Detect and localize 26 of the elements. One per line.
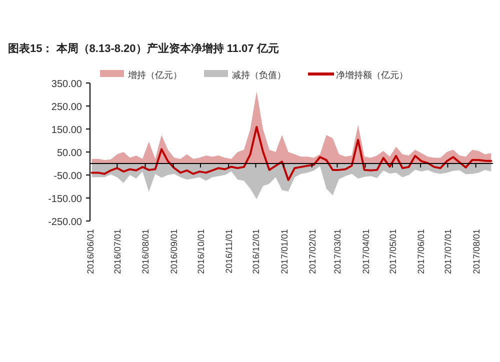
y-tick-label: -250.00 [48,217,82,228]
x-tick-label: 2016/11/01 [224,229,234,274]
x-tick-label: 2016/12/01 [251,229,262,274]
x-tick-label: 2017/01/01 [279,229,290,274]
x-tick-label: 2016/10/01 [196,229,206,274]
x-tick-label: 2016/08/01 [140,229,151,274]
y-tick-label: 150.00 [51,125,82,136]
y-tick-label: -50.00 [54,171,82,182]
x-tick-label: 2017/02/01 [307,229,318,274]
x-tick-label: 2017/04/01 [360,229,371,274]
chart-title: 图表15： 本周（8.13-8.20）产业资本净增持 11.07 亿元 [8,42,279,55]
x-tick-label: 2017/07/01 [443,229,454,274]
x-tick-label: 2017/08/01 [471,229,482,274]
legend-label: 增持（亿元） [127,70,182,80]
y-tick-label: 50.00 [56,148,82,159]
x-tick-label: 2017/03/01 [332,229,343,274]
legend-label: 净增持额（亿元） [336,70,408,80]
x-tick-label: 2017/05/01 [388,229,398,274]
x-tick-label: 2016/07/01 [112,229,123,274]
x-tick-label: 2016/06/01 [86,229,96,274]
x-tick-label: 2017/06/01 [416,229,426,274]
y-tick-label: -150.00 [48,194,82,205]
y-tick-label: 250.00 [51,102,82,113]
x-tick-label: 2016/09/01 [168,229,179,274]
y-tick-label: 350.00 [51,79,82,90]
legend-label: 减持（负值） [232,70,286,80]
